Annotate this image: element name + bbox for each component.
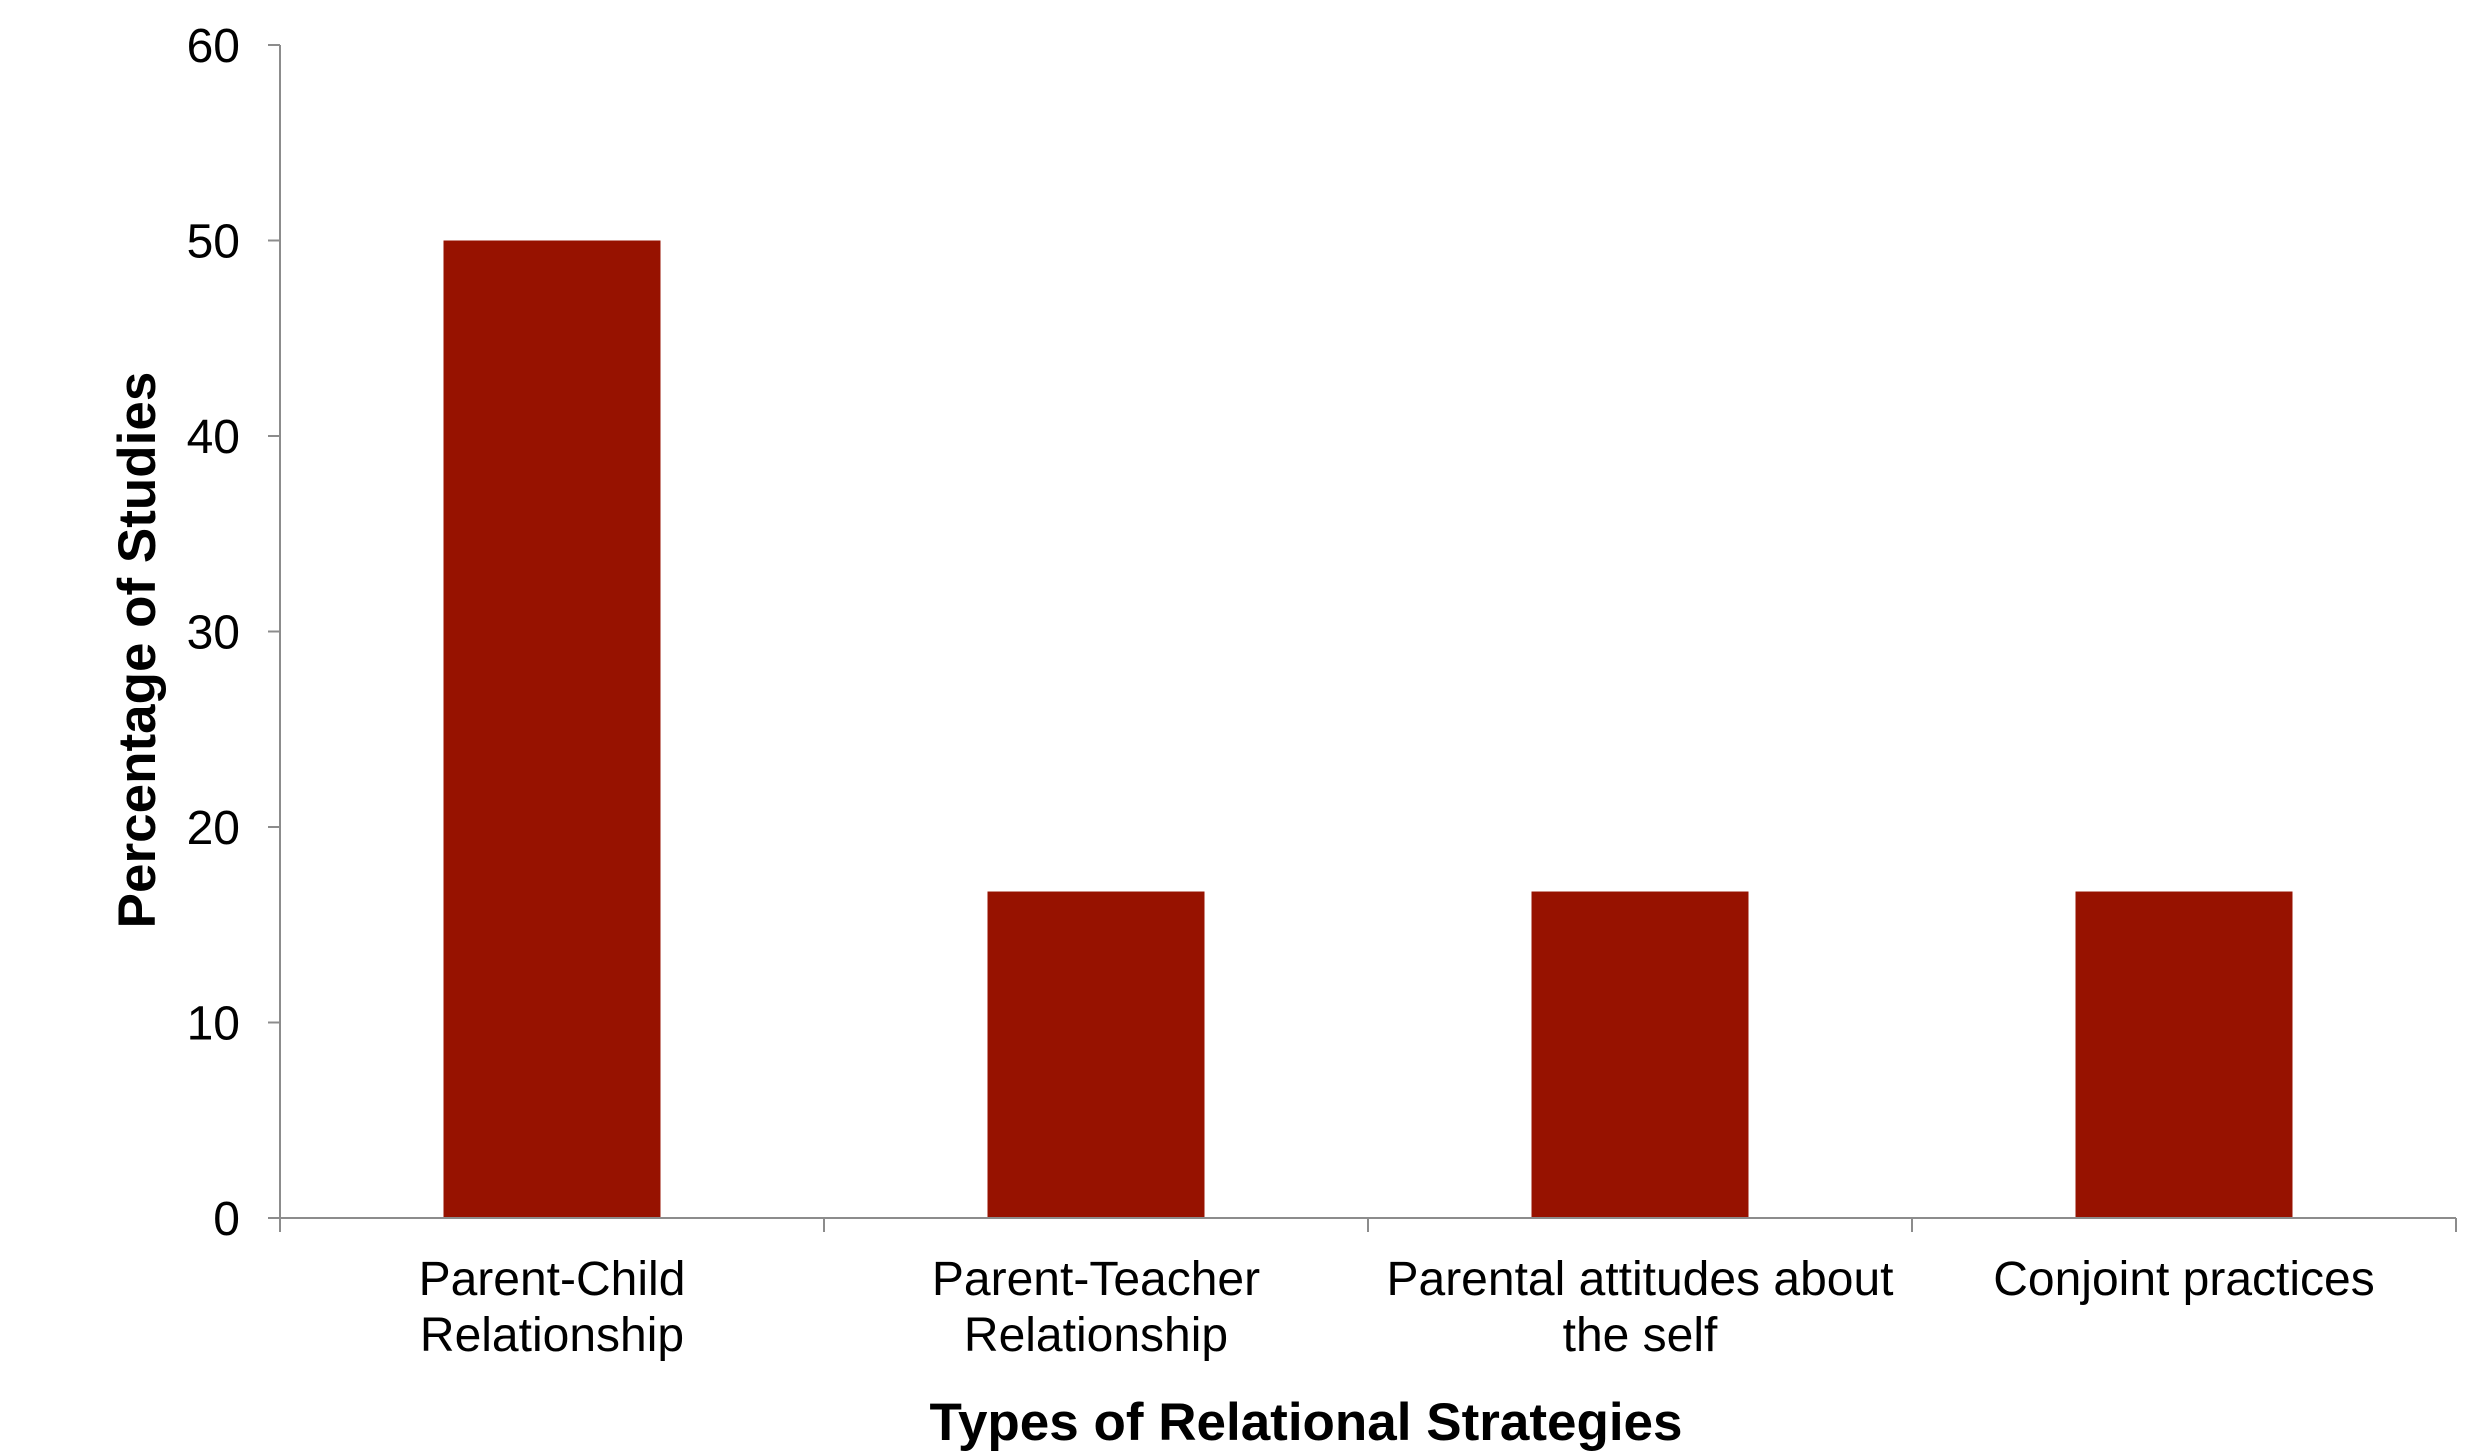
- y-tick-label: 20: [187, 802, 240, 855]
- y-tick-label: 40: [187, 411, 240, 464]
- x-category-label-line: the self: [1563, 1309, 1718, 1362]
- x-category-label-line: Relationship: [420, 1309, 684, 1362]
- bar: [1531, 891, 1749, 1218]
- x-category-label-line: Parent-Teacher: [932, 1253, 1260, 1306]
- bar: [443, 240, 661, 1218]
- x-category-label-line: Parent-Child: [419, 1253, 686, 1306]
- y-tick-label: 30: [187, 607, 240, 660]
- y-tick-label: 10: [187, 998, 240, 1051]
- x-category-label: Conjoint practices: [1993, 1253, 2375, 1306]
- x-category-label: Parent-Teacher Relationship: [932, 1253, 1260, 1362]
- x-ticks-group: [279, 1218, 2457, 1232]
- x-category-label-line: Relationship: [964, 1309, 1228, 1362]
- x-category-label: Parent-Child Relationship: [419, 1253, 686, 1362]
- y-tick-label: 50: [187, 216, 240, 269]
- bars-group: [443, 240, 2293, 1218]
- y-ticks-group: 0 10 20 30 40 50 60: [187, 20, 280, 1246]
- x-category-label: Parental attitudes about the self: [1386, 1253, 1893, 1362]
- y-tick-label: 60: [187, 20, 240, 73]
- y-axis-title: Percentage of Studies: [108, 372, 167, 929]
- x-category-label-line: Parental attitudes about: [1386, 1253, 1893, 1306]
- y-tick-label: 0: [213, 1193, 240, 1246]
- x-axis-title: Types of Relational Strategies: [930, 1393, 1683, 1451]
- bar: [2075, 891, 2293, 1218]
- bar: [987, 891, 1205, 1218]
- x-category-label-line: Conjoint practices: [1993, 1253, 2375, 1306]
